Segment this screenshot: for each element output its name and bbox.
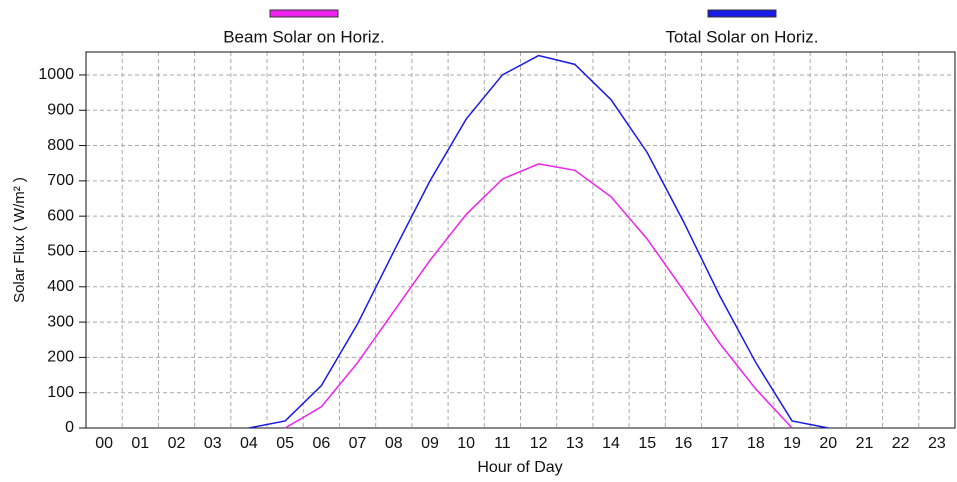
x-tick-label: 05 [276,435,294,452]
y-tick-label: 500 [47,243,74,260]
x-tick-label: 17 [711,435,729,452]
y-tick-label: 600 [47,207,74,224]
y-tick-label: 400 [47,278,74,295]
x-tick-label: 02 [168,435,186,452]
x-tick-label: 09 [421,435,439,452]
x-tick-label: 20 [819,435,837,452]
series-line [248,54,829,429]
x-tick-label: 08 [385,435,403,452]
x-tick-label: 14 [602,435,620,452]
legend-swatch [269,9,339,18]
y-tick-label: 900 [47,101,74,118]
x-tick-label: 12 [530,435,548,452]
series-line [284,163,793,429]
x-tick-label: 19 [783,435,801,452]
x-tick-label: 01 [131,435,149,452]
x-tick-label: 23 [928,435,946,452]
y-axis-label: Solar Flux ( W/m² ) [11,177,28,303]
legend-label: Total Solar on Horiz. [665,27,818,46]
x-tick-label: 18 [747,435,765,452]
x-tick-label: 10 [457,435,475,452]
plot-frame [85,51,956,429]
x-tick-label: 22 [892,435,910,452]
y-tick-label: 700 [47,172,74,189]
x-tick-label: 06 [312,435,330,452]
x-tick-label: 21 [856,435,874,452]
x-tick-label: 04 [240,435,258,452]
y-tick-label: 1000 [38,66,74,83]
y-tick-label: 800 [47,137,74,154]
y-tick-label: 100 [47,384,74,401]
legend-swatch [707,9,777,18]
y-tick-label: 200 [47,349,74,366]
x-tick-label: 07 [349,435,367,452]
x-tick-label: 15 [638,435,656,452]
x-tick-label: 11 [494,435,511,452]
y-tick-label: 0 [65,419,74,436]
x-tick-label: 13 [566,435,584,452]
x-tick-label: 16 [675,435,693,452]
legend-label: Beam Solar on Horiz. [223,27,385,46]
x-axis-label: Hour of Day [477,459,562,476]
x-tick-label: 03 [204,435,222,452]
y-tick-label: 300 [47,313,74,330]
x-tick-label: 00 [95,435,113,452]
